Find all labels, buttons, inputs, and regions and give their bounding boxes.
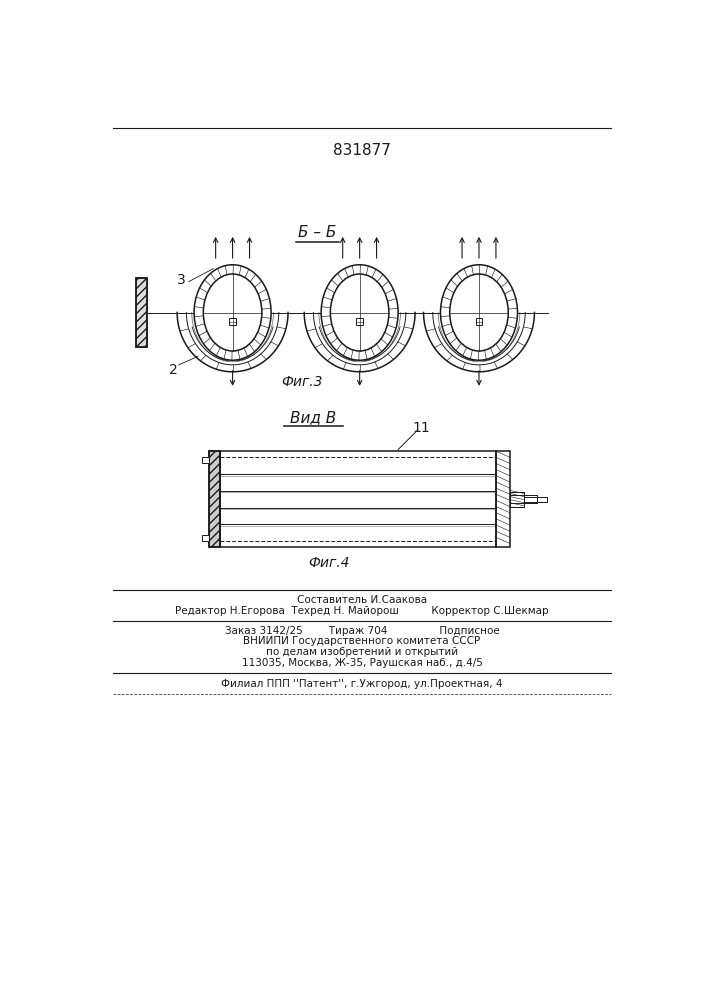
Text: Редактор Н.Егорова  Техред Н. Майорош          Корректор С.Шекмар: Редактор Н.Егорова Техред Н. Майорош Кор…	[175, 606, 549, 616]
Bar	[201, 535, 209, 541]
Text: Фиг.3: Фиг.3	[281, 375, 322, 389]
Bar	[496, 451, 510, 547]
Text: Б – Б: Б – Б	[298, 225, 337, 240]
Text: 11: 11	[412, 421, 430, 435]
Text: Составитель И.Саакова: Составитель И.Саакова	[297, 595, 427, 605]
Ellipse shape	[450, 274, 508, 351]
Text: Вид В: Вид В	[291, 410, 337, 425]
Text: Фиг.4: Фиг.4	[308, 556, 349, 570]
Text: 2: 2	[169, 363, 177, 377]
Bar	[356, 318, 363, 325]
Bar	[229, 318, 236, 325]
Bar	[510, 492, 524, 507]
Ellipse shape	[330, 274, 389, 351]
Text: по делам изобретений и открытий: по делам изобретений и открытий	[266, 647, 458, 657]
Bar	[201, 457, 209, 463]
Bar	[476, 318, 482, 325]
Ellipse shape	[440, 265, 518, 360]
Text: Филиал ППП ''Патент'', г.Ужгород, ул.Проектная, 4: Филиал ППП ''Патент'', г.Ужгород, ул.Про…	[221, 679, 503, 689]
Ellipse shape	[194, 265, 271, 360]
Text: Заказ 3142/25        Тираж 704                Подписное: Заказ 3142/25 Тираж 704 Подписное	[225, 626, 499, 636]
Bar	[136, 278, 147, 347]
Text: ВНИИПИ Государственного комитета СССР: ВНИИПИ Государственного комитета СССР	[243, 636, 481, 646]
Ellipse shape	[321, 265, 398, 360]
Text: 3: 3	[177, 273, 185, 287]
Text: 831877: 831877	[333, 143, 391, 158]
Text: 113035, Москва, Ж-35, Раушская наб., д.4/5: 113035, Москва, Ж-35, Раушская наб., д.4…	[242, 658, 482, 668]
Bar	[209, 451, 221, 547]
Ellipse shape	[204, 274, 262, 351]
Bar	[209, 451, 221, 547]
Bar	[136, 278, 147, 347]
